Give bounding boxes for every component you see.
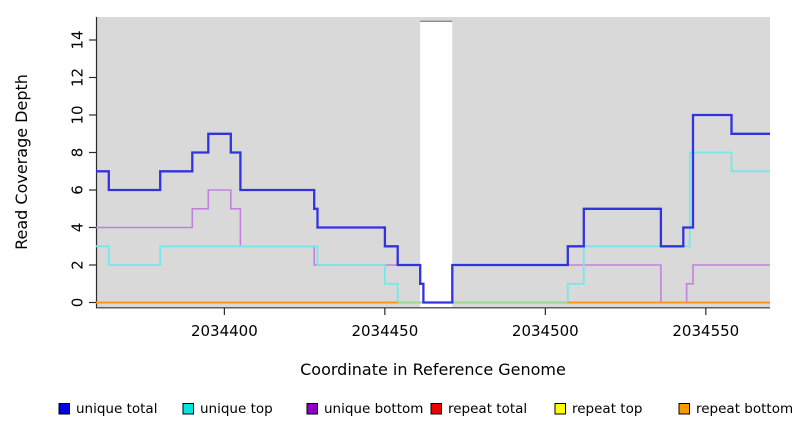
legend-label: unique total <box>76 401 157 417</box>
legend-item-repeat-bottom: repeat bottom <box>678 401 792 417</box>
y-tick-label: 12 <box>68 68 86 87</box>
legend-swatch-icon <box>430 403 442 415</box>
legend-swatch-icon <box>554 403 566 415</box>
legend-item-unique-total: unique total <box>58 401 157 417</box>
y-tick-label: 0 <box>68 298 86 308</box>
legend-swatch-icon <box>58 403 70 415</box>
chart-render-root: 0 2 4 6 8 10 12 14 2034400 2034450 2034500 2034550 u… <box>58 17 792 417</box>
legend-swatch-icon <box>182 403 194 415</box>
x-tick-label: 2034400 <box>191 322 258 340</box>
y-tick-label: 8 <box>68 148 86 158</box>
y-tick-label: 10 <box>68 105 86 124</box>
y-tick-label: 6 <box>68 185 86 195</box>
series-line-unique-top <box>96 151 770 304</box>
x-tick-label: 2034550 <box>672 322 739 340</box>
legend-label: unique top <box>200 401 273 417</box>
series-line-unique-total <box>96 113 770 304</box>
legend-swatch-icon <box>306 403 318 415</box>
legend: unique total unique top unique bottom repea… <box>58 401 792 417</box>
legend-label: repeat total <box>448 401 527 417</box>
gap-band <box>420 22 453 307</box>
legend-item-unique-top: unique top <box>182 401 273 417</box>
y-tick-label: 14 <box>68 30 86 49</box>
legend-swatch-icon <box>678 403 690 415</box>
legend-item-unique-bottom: unique bottom <box>306 401 423 417</box>
x-tick-label: 2034500 <box>512 322 579 340</box>
legend-label: repeat bottom <box>696 401 792 417</box>
y-tick-label: 4 <box>68 223 86 233</box>
legend-item-repeat-top: repeat top <box>554 401 642 417</box>
legend-label: unique bottom <box>324 401 423 417</box>
legend-item-repeat-total: repeat total <box>430 401 527 417</box>
x-tick-label: 2034450 <box>351 322 418 340</box>
y-axis-title: Read Coverage Depth <box>12 74 31 250</box>
x-axis-title: Coordinate in Reference Genome <box>300 360 566 379</box>
legend-label: repeat top <box>572 401 642 417</box>
y-tick-label: 2 <box>68 260 86 270</box>
